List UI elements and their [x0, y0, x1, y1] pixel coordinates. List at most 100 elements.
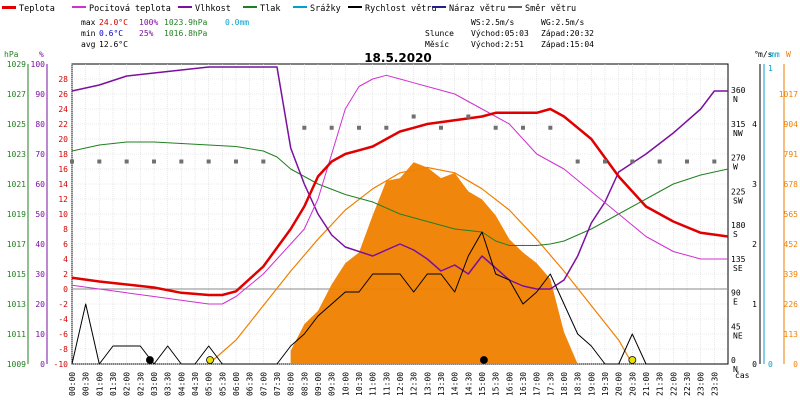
stat-min-press: 1016.8hPa [164, 29, 208, 38]
wind-direction-point [206, 159, 211, 164]
x-tick-label: 12:00 [396, 372, 405, 396]
legend-item-press: Tlak [243, 4, 280, 14]
x-tick-label: 03:00 [150, 372, 159, 396]
solar-tick-label: 0 [793, 360, 798, 369]
stat-sun-set: Západ:20:32 [541, 29, 594, 38]
legend-swatch-hum [178, 6, 192, 8]
hpa-tick-label: 1009 [7, 360, 26, 369]
axis-unit-time: čas [735, 370, 750, 380]
wind-direction-points [70, 114, 717, 164]
x-tick-label: 22:30 [683, 372, 692, 396]
x-tick-label: 11:00 [369, 372, 378, 396]
pct-tick-label: 70 [35, 150, 45, 159]
temp-tick-label: 14 [58, 180, 68, 189]
stat-min-temp: 0.6°C [99, 29, 123, 38]
dir-tick-label: W [733, 163, 738, 172]
pct-tick-label: 40 [35, 240, 45, 249]
solar-tick-label: 452 [784, 240, 799, 249]
dir-tick-label: N [733, 365, 738, 374]
dir-tick-label: N [733, 95, 738, 104]
solar-tick-label: 226 [784, 300, 799, 309]
x-tick-label: 02:30 [136, 372, 145, 396]
wind-tick-label: 2 [752, 240, 757, 249]
x-tick-label: 09:00 [314, 372, 323, 396]
x-tick-label: 13:00 [423, 372, 432, 396]
pct-tick-label: 10 [35, 330, 45, 339]
moonset-marker [480, 356, 488, 364]
x-tick-label: 22:00 [669, 372, 678, 396]
legend-label-gust: Náraz větru [449, 4, 505, 14]
legend-item-dir: Směr větru [508, 4, 576, 14]
hpa-tick-label: 1029 [7, 60, 26, 69]
series-lines [71, 66, 729, 365]
wind-tick-label: 4 [752, 120, 757, 129]
temp-tick-label: 2 [63, 270, 68, 279]
wind-direction-point [685, 159, 689, 164]
chart-title: 18.5.2020 [364, 51, 432, 65]
series-line-teoretické-záření [208, 166, 633, 365]
wind-direction-point [657, 159, 662, 164]
legend-swatch-feels [72, 6, 86, 8]
axis-unit-wind: m/s [758, 50, 773, 59]
sunrise-marker [206, 356, 214, 364]
x-tick-label: 14:30 [464, 372, 473, 396]
legend-swatch-temp [2, 6, 16, 9]
series-area-solar [290, 162, 578, 364]
stat-moon-rise: Východ:2:51 [471, 40, 524, 49]
solar-tick-label: 791 [784, 150, 799, 159]
dir-tick-deg: 270 [731, 154, 746, 163]
temp-tick-label: 6 [63, 240, 68, 249]
dir-tick-label: SW [733, 196, 743, 205]
solar-tick-label: 565 [784, 210, 799, 219]
hpa-tick-label: 1023 [7, 150, 26, 159]
wind-tick-label: 1 [752, 300, 757, 309]
hpa-tick-label: 1019 [7, 210, 26, 219]
wind-direction-point [603, 159, 607, 164]
stat-max-label: max [81, 18, 96, 27]
wind-tick-label: 0 [752, 360, 757, 369]
temp-tick-label: 12 [58, 195, 68, 204]
x-tick-label: 10:30 [355, 372, 364, 396]
x-tick-label: 01:00 [95, 372, 104, 396]
pct-tick-label: 60 [35, 180, 45, 189]
x-tick-label: 15:00 [478, 372, 487, 396]
legend-item-feels: Pocitová teplota [72, 4, 171, 14]
temp-tick-label: 8 [63, 225, 68, 234]
x-tick-label: 23:30 [710, 372, 719, 396]
temp-tick-label: 0 [63, 285, 68, 294]
wind-direction-point [152, 159, 156, 164]
temp-tick-label: -10 [54, 360, 69, 369]
wind-direction-point [302, 125, 307, 130]
stat-wg: WG:2.5m/s [541, 18, 585, 27]
legend-swatch-gust [432, 6, 446, 8]
axis-unit-pct: % [39, 50, 44, 59]
pct-tick-label: 100 [31, 60, 46, 69]
pct-tick-label: 0 [40, 360, 45, 369]
x-tick-label: 00:00 [68, 372, 77, 396]
temp-tick-label: 20 [58, 135, 68, 144]
series-line-pocitová-teplota [71, 74, 728, 305]
x-tick-label: 04:30 [191, 372, 200, 396]
axes: 00:00 00:30 01:00 01:30 02:00 02:30 03:00 03:30… [7, 60, 798, 396]
x-tick-label: 15:30 [492, 372, 501, 396]
x-tick-label: 10:00 [341, 372, 350, 396]
wind-direction-point [712, 159, 717, 164]
axis-unit-rain: mm [770, 50, 780, 59]
x-tick-label: 03:30 [164, 372, 173, 396]
stat-ws: WS:2.5m/s [471, 18, 515, 27]
dir-tick-deg: 135 [731, 255, 746, 264]
legend-label-feels: Pocitová teplota [89, 4, 171, 14]
wind-direction-point [124, 159, 129, 164]
x-tick-label: 16:00 [505, 372, 514, 396]
legend-item-gust: Náraz větru [432, 4, 505, 14]
x-tick-label: 17:00 [533, 372, 542, 396]
pct-tick-label: 30 [35, 270, 45, 279]
stat-avg-temp: 12.6°C [99, 40, 128, 49]
x-tick-label: 20:00 [615, 372, 624, 396]
x-tick-label: 19:30 [601, 372, 610, 396]
temp-tick-label: 28 [58, 75, 68, 84]
stat-moon-set: Západ:15:04 [541, 40, 594, 49]
hpa-tick-label: 1027 [7, 90, 26, 99]
wind-direction-point [70, 159, 74, 164]
